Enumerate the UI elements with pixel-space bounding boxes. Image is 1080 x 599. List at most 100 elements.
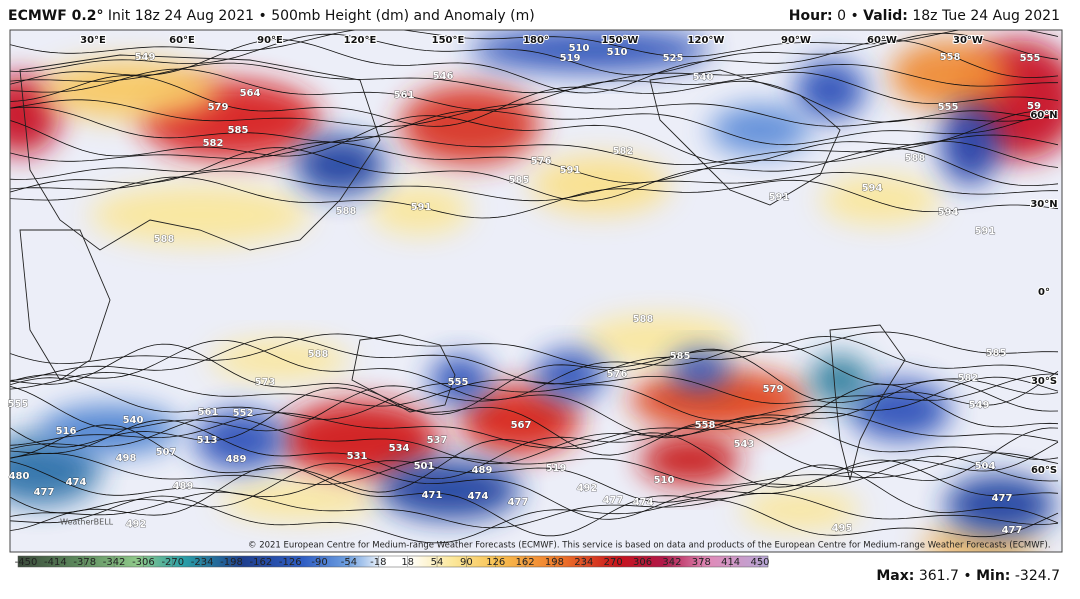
contour-label: 558 bbox=[940, 52, 961, 63]
contour-label: 588 bbox=[308, 349, 329, 360]
contour-label: 519 bbox=[546, 463, 567, 474]
max-min: Max: 361.7 • Min: -324.7 bbox=[876, 568, 1060, 584]
contour-label: 561 bbox=[394, 90, 415, 101]
colorbar-tick-label: -378 bbox=[73, 557, 96, 568]
anomaly-blob bbox=[530, 155, 670, 215]
colorbar-tick-label: 450 bbox=[750, 557, 769, 568]
contour-label: 594 bbox=[862, 183, 883, 194]
contour-line bbox=[10, 141, 1059, 184]
latitude-label: 30°N bbox=[1030, 199, 1057, 210]
anomaly-blob bbox=[945, 475, 1055, 535]
contour-label: 564 bbox=[240, 88, 261, 99]
contour-label: 492 bbox=[126, 519, 147, 530]
anomaly-blob bbox=[710, 105, 810, 155]
anomaly-blob bbox=[890, 40, 1010, 110]
contour-label: 489 bbox=[472, 465, 493, 476]
contour-label: 501 bbox=[414, 461, 435, 472]
max-label: Max: bbox=[876, 568, 914, 584]
contour-label: 585 bbox=[670, 351, 691, 362]
contour-line bbox=[10, 383, 1059, 456]
colorbar-tick-label: -54 bbox=[341, 557, 357, 568]
colorbar-tick-label: 342 bbox=[662, 557, 681, 568]
contour-label: 513 bbox=[197, 435, 218, 446]
anomaly-blob bbox=[740, 490, 860, 530]
map-frame bbox=[9, 29, 1063, 553]
contour-label: 561 bbox=[198, 407, 219, 418]
contour-label: 492 bbox=[577, 483, 598, 494]
contour-line bbox=[10, 452, 1059, 486]
contour-label: 510 bbox=[607, 47, 628, 58]
contour-line bbox=[10, 371, 1058, 407]
anomaly-blob bbox=[40, 405, 180, 455]
anomaly-blob bbox=[295, 135, 385, 195]
contour-label: 585 bbox=[228, 125, 249, 136]
contour-line bbox=[10, 424, 1059, 493]
latitude-label: 60°S bbox=[1031, 465, 1057, 476]
contour-label: 576 bbox=[607, 369, 628, 380]
contour-label: 477 bbox=[603, 495, 624, 506]
anomaly-blob bbox=[90, 185, 310, 245]
colorbar-tick-label: 414 bbox=[721, 557, 740, 568]
anomaly-blob bbox=[470, 30, 710, 72]
contours bbox=[10, 30, 1059, 544]
colorbar-tick-label: -306 bbox=[132, 557, 155, 568]
colorbar-tick-label: -90 bbox=[311, 557, 327, 568]
contour-line bbox=[10, 411, 1059, 449]
contour-label: 477 bbox=[992, 493, 1013, 504]
colorbar-tick-label: 234 bbox=[574, 557, 593, 568]
min-label: Min: bbox=[976, 568, 1010, 584]
contour-label: 555 bbox=[8, 399, 29, 410]
valid-label: Valid: bbox=[863, 8, 908, 24]
anomaly-blob bbox=[40, 60, 220, 120]
longitude-label: 180° bbox=[523, 35, 549, 46]
contour-label: 555 bbox=[448, 377, 469, 388]
contour-label: 516 bbox=[56, 426, 77, 437]
contour-line bbox=[10, 110, 1059, 164]
longitude-label: 150°W bbox=[602, 35, 639, 46]
contour-label: 477 bbox=[1002, 525, 1023, 536]
contour-label: 540 bbox=[693, 72, 714, 83]
copyright: © 2021 European Centre for Medium-range … bbox=[248, 541, 1051, 551]
anomaly-blob bbox=[535, 350, 605, 400]
contour-label: 507 bbox=[156, 447, 177, 458]
contour-line bbox=[10, 176, 1059, 219]
colorbar-tick-label: 306 bbox=[633, 557, 652, 568]
contour-label: 546 bbox=[433, 71, 454, 82]
contour-label: 504 bbox=[975, 461, 996, 472]
contour-line bbox=[10, 491, 1059, 529]
contour-line bbox=[10, 419, 1059, 480]
longitude-label: 90°E bbox=[257, 35, 283, 46]
contour-label: 582 bbox=[203, 138, 224, 149]
contour-label: 525 bbox=[663, 53, 684, 64]
contour-label: 591 bbox=[975, 226, 996, 237]
contour-label: 558 bbox=[695, 420, 716, 431]
contour-label: 591 bbox=[411, 202, 432, 213]
colorbar-tick-label: 18 bbox=[401, 557, 414, 568]
contour-label: 588 bbox=[336, 206, 357, 217]
contour-label: 489 bbox=[173, 481, 194, 492]
colorbar-tick-label: 126 bbox=[486, 557, 505, 568]
contour-label: 588 bbox=[154, 234, 175, 245]
contour-label: 579 bbox=[208, 102, 229, 113]
contour-label: 474 bbox=[468, 491, 489, 502]
contour-label: 555 bbox=[1020, 53, 1041, 64]
colorbar-tick-label: -198 bbox=[220, 557, 243, 568]
contour-label: 549 bbox=[135, 52, 156, 63]
longitude-label: 120°W bbox=[688, 35, 725, 46]
contour-line bbox=[10, 331, 1059, 369]
contour-label: 585 bbox=[986, 348, 1007, 359]
contour-label: 573 bbox=[255, 377, 276, 388]
contour-label: 567 bbox=[511, 420, 532, 431]
contour-label: 582 bbox=[613, 146, 634, 157]
colorbar-tick-label: 270 bbox=[604, 557, 623, 568]
contour-line bbox=[10, 495, 1059, 544]
latitude-label: 30°S bbox=[1031, 376, 1057, 387]
hour-label: Hour: bbox=[789, 8, 833, 24]
contour-label: 477 bbox=[508, 497, 529, 508]
colorbar-tick-label: -270 bbox=[161, 557, 184, 568]
contour-label: 519 bbox=[560, 53, 581, 64]
contour-line bbox=[10, 68, 1059, 111]
contour-label: 591 bbox=[560, 165, 581, 176]
